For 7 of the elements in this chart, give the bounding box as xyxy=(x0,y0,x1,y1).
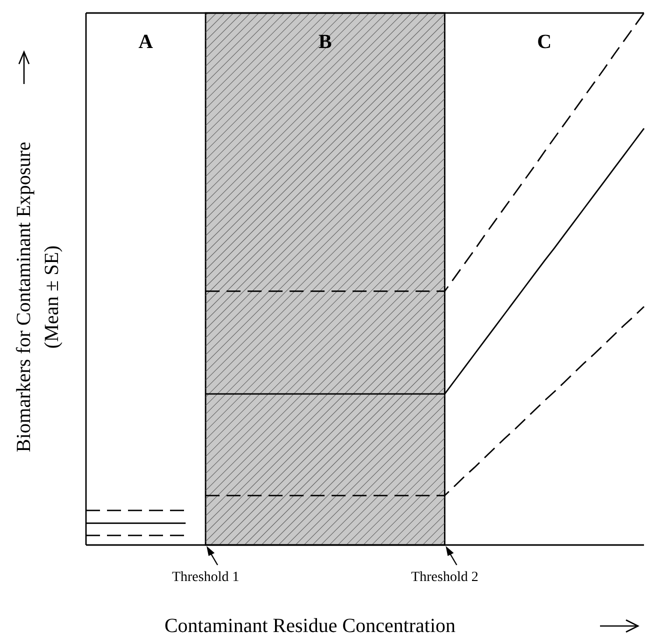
annotation: C xyxy=(537,31,552,53)
x-tick-label: Threshold 1 xyxy=(172,570,240,585)
band-label: B xyxy=(318,31,332,53)
annotation: A xyxy=(138,31,154,53)
x-axis-title: Contaminant Residue Concentration xyxy=(164,615,456,637)
x-tick-label: Threshold 2 xyxy=(411,570,478,585)
y-axis-title: Biomarkers for Contaminant Exposure (Mean ± SE) xyxy=(13,142,63,452)
